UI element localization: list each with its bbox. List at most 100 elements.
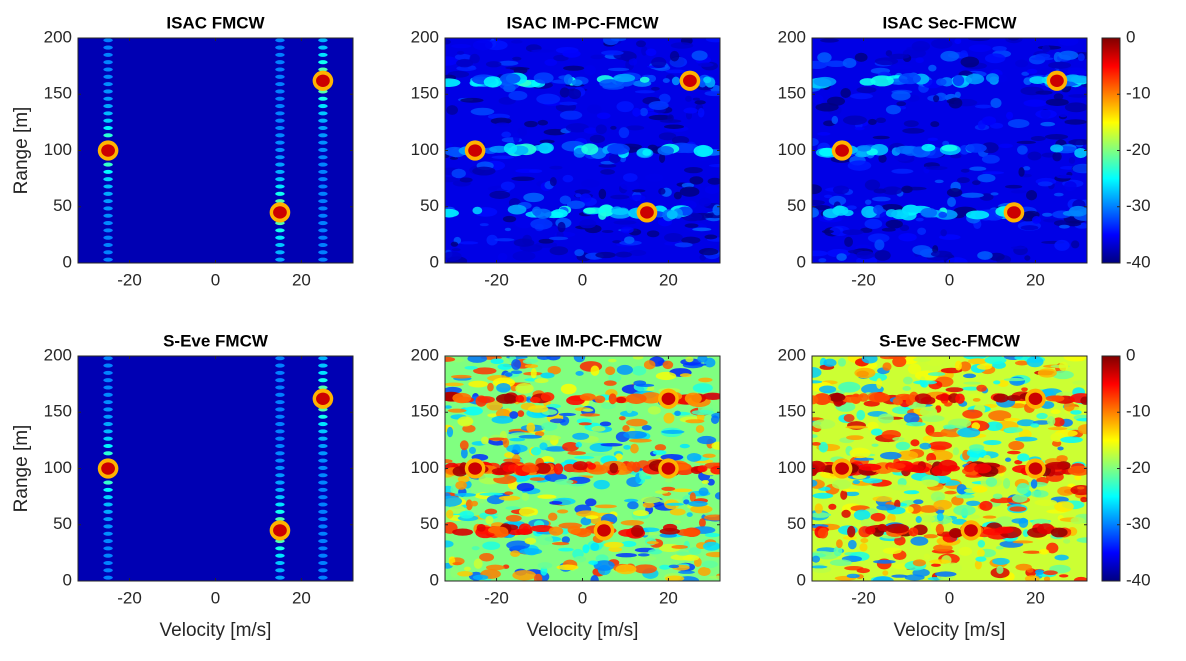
background-speckle	[497, 363, 513, 370]
background-speckle	[874, 250, 891, 261]
background-speckle	[968, 393, 983, 399]
plot-area	[78, 38, 353, 263]
background-speckle	[1053, 93, 1064, 101]
sidelobe	[318, 524, 328, 529]
background-speckle	[1053, 220, 1069, 227]
background-speckle	[844, 236, 853, 247]
background-speckle	[913, 380, 938, 385]
background-speckle	[639, 107, 648, 117]
sidelobe	[318, 235, 328, 240]
background-speckle	[1003, 477, 1011, 489]
background-speckle	[949, 153, 962, 159]
background-speckle	[632, 189, 646, 193]
background-speckle	[470, 107, 495, 116]
background-speckle	[1080, 496, 1087, 503]
background-speckle	[829, 559, 852, 567]
target	[273, 524, 287, 537]
background-speckle	[877, 413, 894, 424]
sidelobe	[938, 211, 948, 218]
background-speckle	[812, 138, 819, 147]
background-speckle	[873, 559, 896, 564]
sidelobe	[452, 528, 474, 536]
sidelobe	[445, 208, 459, 218]
sidelobe	[318, 221, 328, 226]
background-speckle	[450, 241, 459, 247]
background-speckle	[934, 179, 944, 184]
sidelobe	[697, 465, 708, 473]
sidelobe	[318, 546, 328, 551]
background-speckle	[563, 65, 585, 71]
background-speckle	[874, 239, 885, 251]
background-speckle	[637, 553, 650, 557]
sidelobe	[671, 76, 680, 86]
background-speckle	[685, 111, 693, 120]
background-speckle	[460, 97, 484, 103]
sidelobe	[666, 209, 678, 220]
background-speckle	[515, 383, 534, 394]
sidelobe	[103, 250, 113, 255]
background-speckle	[1026, 190, 1037, 201]
sidelobe	[318, 414, 328, 419]
sidelobe	[275, 458, 285, 463]
sidelobe	[973, 463, 992, 474]
background-speckle	[510, 550, 521, 557]
sidelobe	[275, 118, 285, 123]
background-speckle	[1043, 570, 1058, 576]
target	[101, 144, 115, 157]
x-tick-label: 20	[292, 270, 311, 289]
sidelobe	[103, 235, 113, 240]
background-speckle	[831, 115, 839, 125]
background-speckle	[491, 155, 515, 159]
y-tick-label: 150	[44, 402, 72, 421]
background-speckle	[551, 542, 570, 546]
background-speckle	[948, 97, 963, 109]
background-speckle	[663, 412, 675, 424]
background-speckle	[812, 60, 828, 70]
background-speckle	[976, 363, 992, 370]
background-speckle	[665, 69, 687, 74]
background-speckle	[610, 194, 630, 200]
background-speckle	[540, 372, 555, 379]
background-speckle	[608, 153, 621, 164]
background-speckle	[873, 188, 887, 194]
background-speckle	[885, 219, 903, 229]
background-speckle	[445, 56, 459, 66]
background-speckle	[856, 86, 877, 94]
x-tick-label: -20	[117, 588, 142, 607]
background-speckle	[463, 406, 483, 416]
y-tick-label: 150	[411, 402, 439, 421]
background-speckle	[654, 490, 669, 494]
background-speckle	[698, 518, 706, 528]
background-speckle	[714, 492, 720, 500]
background-speckle	[468, 380, 489, 388]
background-speckle	[584, 65, 596, 76]
background-speckle	[486, 234, 498, 246]
background-speckle	[445, 177, 459, 183]
background-speckle	[663, 232, 683, 242]
sidelobe	[812, 395, 819, 405]
background-speckle	[556, 564, 579, 571]
sidelobe	[1064, 74, 1082, 82]
background-speckle	[941, 562, 963, 574]
target	[661, 462, 676, 475]
background-speckle	[697, 435, 717, 445]
sidelobe	[1074, 148, 1087, 159]
sidelobe	[103, 191, 113, 196]
background-speckle	[658, 187, 666, 195]
background-speckle	[874, 57, 899, 66]
y-tick-label: 0	[797, 570, 806, 589]
sidelobe	[103, 509, 113, 514]
background-speckle	[451, 374, 472, 379]
background-speckle	[484, 508, 498, 515]
background-speckle	[450, 44, 472, 49]
background-speckle	[852, 479, 861, 485]
background-speckle	[452, 561, 463, 566]
y-axis-label: Range [m]	[11, 425, 32, 513]
background-speckle	[882, 547, 902, 555]
background-speckle	[896, 101, 907, 107]
background-speckle	[504, 372, 513, 377]
sidelobe	[103, 451, 113, 456]
sidelobe	[103, 487, 113, 492]
background-speckle	[845, 425, 868, 429]
background-speckle	[598, 188, 607, 200]
